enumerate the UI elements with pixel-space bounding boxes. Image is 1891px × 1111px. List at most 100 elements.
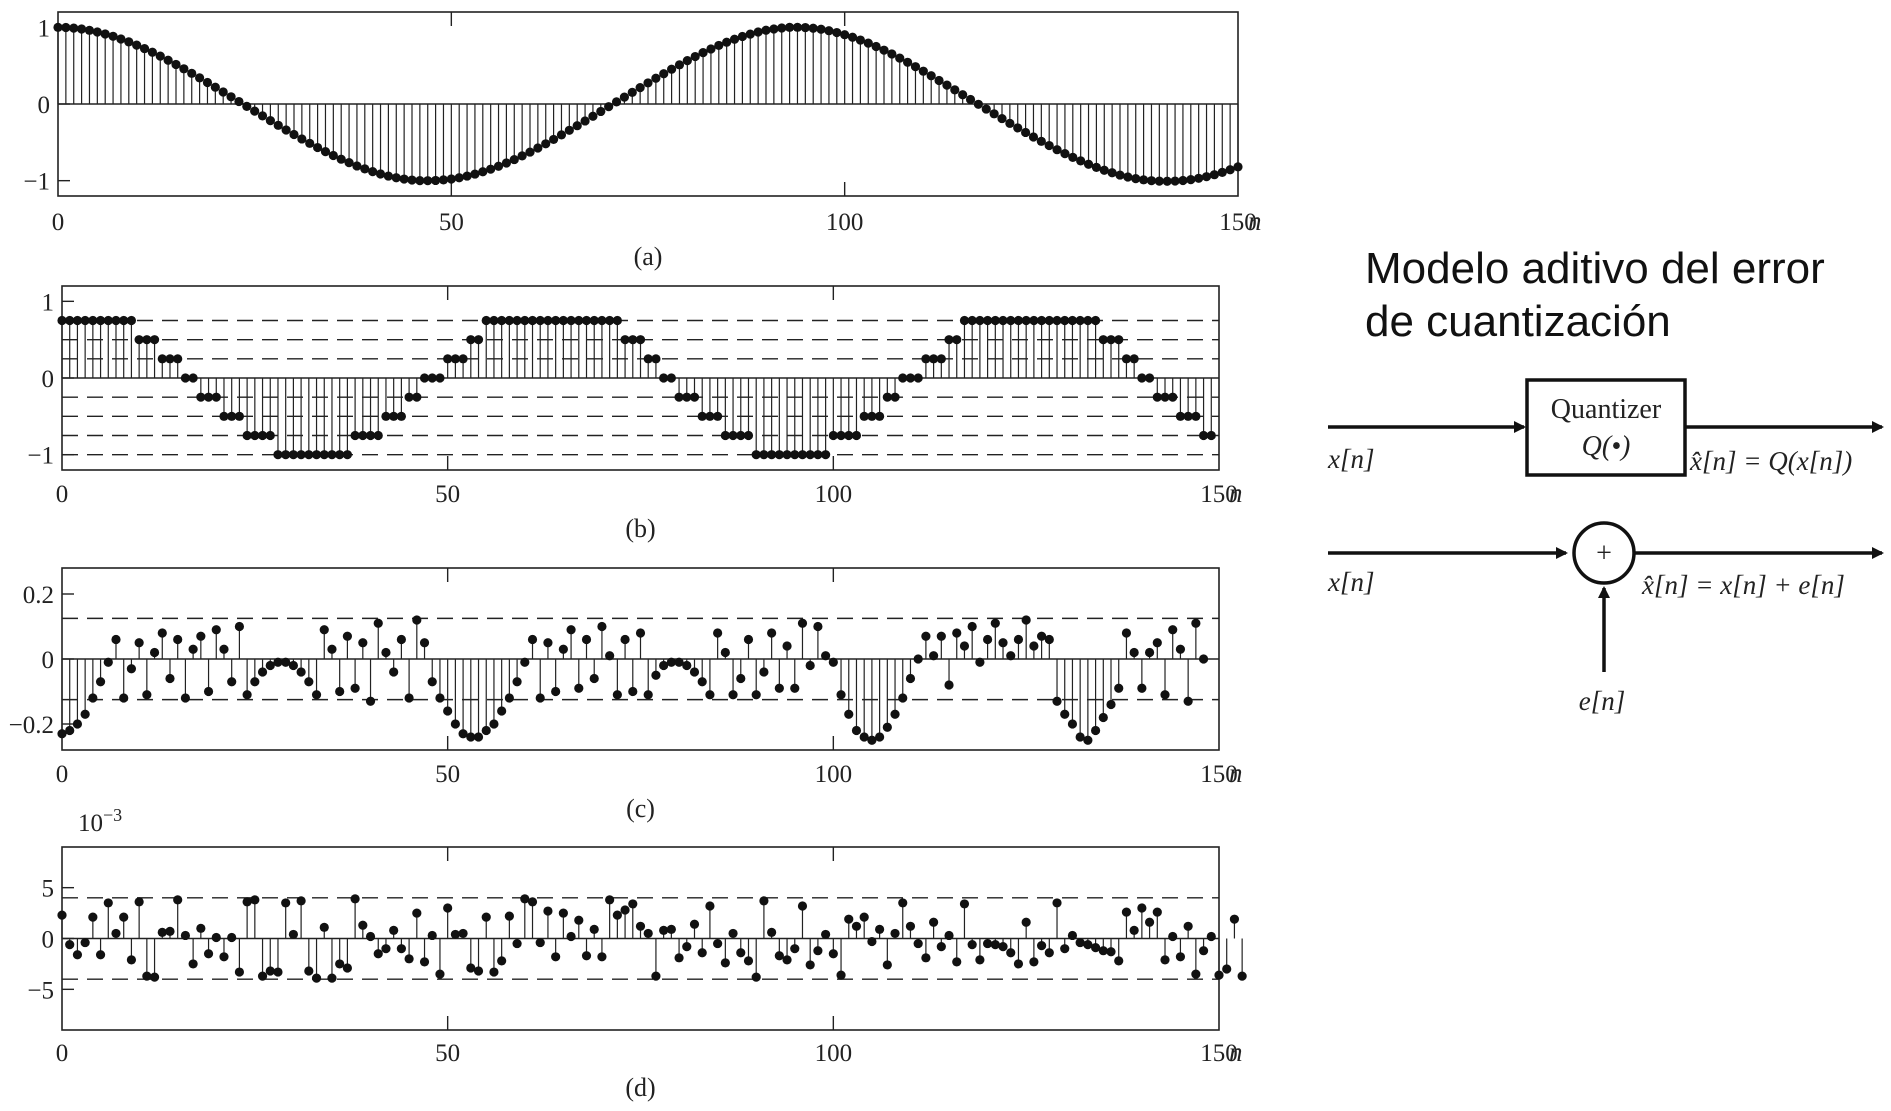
stem-marker bbox=[486, 164, 496, 174]
stem-marker bbox=[65, 940, 75, 950]
stem-marker bbox=[635, 335, 646, 345]
stem-marker bbox=[335, 959, 345, 969]
stem-marker bbox=[443, 706, 453, 716]
x-tick-label: 50 bbox=[435, 481, 460, 508]
diagram-title-line1: Modelo aditivo del error bbox=[1365, 244, 1825, 293]
stem-marker bbox=[628, 335, 638, 345]
stem-marker bbox=[581, 951, 592, 961]
stem-marker bbox=[389, 925, 399, 935]
stem-marker bbox=[805, 960, 815, 970]
stem-marker bbox=[1152, 392, 1162, 402]
stem-marker bbox=[635, 628, 646, 638]
stem-marker bbox=[882, 722, 892, 732]
stem-marker bbox=[1198, 430, 1209, 441]
stem-marker bbox=[126, 664, 137, 674]
stem-marker bbox=[597, 621, 607, 632]
stem-marker bbox=[959, 641, 970, 651]
stem-marker bbox=[1052, 696, 1062, 706]
stem-marker bbox=[851, 921, 862, 931]
stem-marker bbox=[134, 897, 144, 907]
stem-marker bbox=[210, 82, 220, 92]
stem-marker bbox=[196, 392, 206, 402]
x-tick-label: 50 bbox=[435, 1040, 460, 1067]
stem-marker bbox=[983, 634, 993, 645]
stem-marker bbox=[328, 150, 338, 161]
stem-marker bbox=[404, 954, 414, 964]
stem-marker bbox=[1121, 907, 1132, 917]
stem-marker bbox=[689, 667, 700, 677]
stem-marker bbox=[57, 910, 67, 920]
stem-marker bbox=[373, 949, 383, 959]
stem-marker bbox=[1191, 411, 1201, 421]
stem-marker bbox=[643, 78, 653, 88]
stem-marker bbox=[435, 373, 445, 383]
stem-marker bbox=[489, 315, 499, 326]
stem-marker bbox=[566, 931, 576, 942]
stem-marker bbox=[643, 928, 653, 939]
stem-marker bbox=[1121, 354, 1132, 364]
stem-marker bbox=[1194, 173, 1204, 183]
stem-marker bbox=[327, 450, 337, 460]
stem-marker bbox=[729, 34, 740, 44]
stem-marker bbox=[473, 966, 484, 976]
stem-marker bbox=[1090, 315, 1101, 326]
stem-marker bbox=[320, 147, 331, 157]
stem-marker bbox=[473, 732, 484, 742]
stem-marker bbox=[867, 936, 877, 947]
stem-marker bbox=[1183, 411, 1193, 421]
stem-marker bbox=[828, 949, 838, 959]
stem-marker bbox=[767, 450, 777, 460]
stem-marker bbox=[1154, 176, 1164, 186]
stem-marker bbox=[234, 411, 245, 421]
stem-marker bbox=[1191, 969, 1201, 979]
stem-marker bbox=[967, 940, 977, 950]
stem-marker bbox=[250, 677, 260, 687]
stem-marker bbox=[119, 315, 129, 326]
stem-marker bbox=[1090, 725, 1101, 736]
x-tick-label: 0 bbox=[56, 481, 69, 508]
stem-marker bbox=[1029, 315, 1039, 326]
stem-marker bbox=[1067, 930, 1078, 941]
stem-marker bbox=[821, 450, 831, 460]
stem-marker bbox=[983, 938, 993, 949]
stem-marker bbox=[242, 430, 252, 441]
stem-marker bbox=[305, 138, 315, 148]
stem-marker bbox=[234, 96, 244, 107]
stem-marker bbox=[1168, 392, 1178, 402]
stem-marker bbox=[751, 450, 761, 460]
stem-marker bbox=[944, 930, 954, 941]
stem-marker bbox=[790, 683, 800, 693]
stem-marker bbox=[844, 914, 854, 924]
stem-marker bbox=[257, 971, 268, 981]
stem-marker bbox=[373, 430, 383, 441]
stem-marker bbox=[890, 392, 900, 402]
stem-marker bbox=[389, 411, 399, 421]
stem-marker bbox=[782, 641, 792, 651]
stem-marker bbox=[905, 673, 916, 684]
stem-marker bbox=[419, 373, 430, 383]
stem-marker bbox=[415, 175, 425, 186]
stem-marker bbox=[163, 55, 173, 65]
x-tick-label: 100 bbox=[815, 761, 853, 788]
stem-marker bbox=[589, 924, 599, 934]
stem-marker bbox=[697, 948, 707, 958]
stem-marker bbox=[509, 154, 519, 165]
stem-marker bbox=[188, 644, 198, 654]
stem-marker bbox=[149, 972, 160, 982]
stem-marker bbox=[242, 101, 252, 111]
stem-marker bbox=[1137, 373, 1147, 383]
stem-marker bbox=[549, 134, 559, 145]
stem-marker bbox=[1060, 944, 1070, 954]
stem-marker bbox=[1137, 683, 1147, 693]
stem-marker bbox=[365, 696, 376, 706]
stem-marker bbox=[1201, 172, 1212, 182]
stem-marker bbox=[1090, 943, 1101, 953]
stem-marker bbox=[759, 896, 769, 906]
stem-marker bbox=[705, 411, 715, 421]
stem-marker bbox=[1021, 315, 1031, 326]
stem-marker bbox=[975, 315, 985, 326]
stem-marker bbox=[1114, 683, 1124, 693]
stem-marker bbox=[851, 430, 862, 441]
stem-marker bbox=[836, 430, 846, 441]
stem-marker bbox=[564, 125, 574, 135]
